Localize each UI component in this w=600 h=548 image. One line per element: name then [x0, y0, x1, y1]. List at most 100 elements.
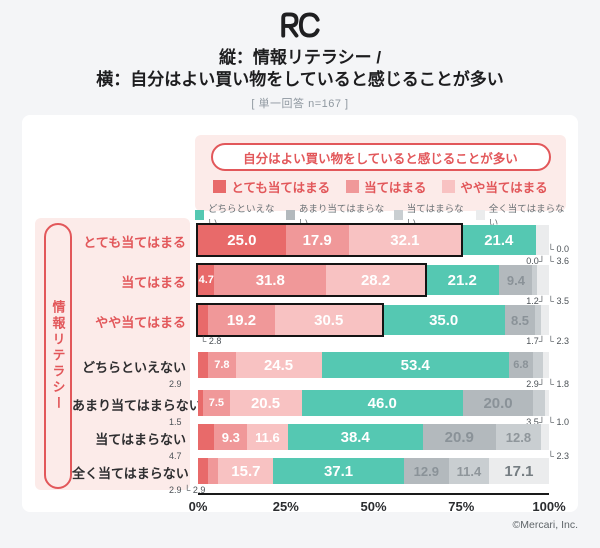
legend-swatch-icon	[346, 180, 360, 193]
title-line1: 縦：情報リテラシー /	[218, 48, 382, 67]
bar-segment: 20.0	[462, 390, 534, 416]
legend-item: 全く当てはまらない	[475, 201, 566, 229]
header: 縦：情報リテラシー / 横：自分はよい買い物をしていると感じることが多い [ 単…	[0, 0, 600, 111]
chart-card: 自分はよい買い物をしていると感じることが多い とても当てはまる 当てはまる やや当て…	[22, 115, 578, 514]
bar-segment: 32.1	[348, 225, 462, 255]
category-label: 当てはまらない	[95, 432, 186, 447]
category-panel: 情報リテラシー	[35, 218, 190, 490]
legend-swatch-icon	[285, 210, 295, 220]
y-axis-group-label: 情報リテラシー	[50, 300, 66, 412]
bar-segment	[533, 390, 546, 416]
bar-segment	[532, 352, 543, 378]
bar-row: 25.0 17.9 32.1 21.4 └ 0.0 0.0┘ └ 3.6	[196, 223, 569, 266]
x-axis-question-pill: 自分はよい買い物をしていると感じることが多い	[210, 143, 551, 171]
x-axis-tick-label: 100%	[532, 499, 566, 514]
legend-panel: 自分はよい買い物をしていると感じることが多い とても当てはまる 当てはまる やや当て…	[195, 135, 566, 229]
bar-segment	[536, 265, 549, 295]
bar-segment: 7.5	[203, 390, 230, 416]
small-value-callout: 4.7	[169, 451, 182, 461]
legend-item: とても当てはまる	[213, 177, 330, 196]
bar-row: 7.5 20.5 46.0 20.0 1.5 3.5┘ └ 1.0	[169, 390, 569, 427]
category-label: 全く当てはまらない	[72, 466, 189, 481]
x-axis-line	[198, 493, 549, 495]
rc-logo-icon	[281, 12, 320, 38]
bar-segment	[545, 390, 549, 416]
copyright: ©Mercari, Inc.	[512, 519, 579, 531]
category-label: あまり当てはまらない	[72, 398, 202, 413]
bar-segment	[198, 390, 204, 416]
small-value-callout: 1.5	[169, 417, 182, 427]
x-axis-tick-label: 75%	[448, 499, 475, 514]
y-axis-group-pill: 情報リテラシー	[44, 223, 72, 489]
category-label: とても当てはまる	[83, 235, 186, 250]
page-title: 縦：情報リテラシー / 横：自分はよい買い物をしていると感じることが多い	[0, 47, 600, 91]
bar-segment: 9.3	[214, 424, 248, 450]
legend-item-label: 当てはまる	[364, 181, 427, 195]
bar-segment	[534, 305, 541, 335]
bar-segment: 35.0	[382, 305, 506, 335]
bar-segment: 30.5	[275, 305, 383, 335]
bar-row: 15.7 37.1 12.9 11.4 17.1 2.9 └ 2.9	[169, 458, 549, 495]
small-value-callout: 1.7┘ └ 2.3	[526, 336, 569, 346]
x-axis-tick-label: 0%	[188, 499, 208, 514]
bar-segment: 9.4	[499, 265, 533, 295]
legend-item-label: 全く当てはまらない	[488, 204, 565, 229]
bar-segment	[540, 305, 549, 335]
sample-size-note: [ 単一回答 n=167 ]	[251, 98, 349, 110]
bar-segment: 37.1	[273, 458, 404, 484]
bar-segment: 46.0	[301, 390, 463, 416]
legend-item: やや当てはまる	[442, 177, 548, 196]
bar-segment: 17.9	[285, 225, 349, 255]
bar-segment	[542, 352, 550, 378]
small-value-callout: 1.2┘ └ 3.5	[526, 296, 569, 306]
bar-segment: 11.4	[448, 458, 489, 484]
bar-segment: 4.7	[198, 265, 215, 295]
bar-segment: 11.6	[247, 424, 288, 450]
bar-segment: 17.1	[488, 458, 549, 484]
legend-swatch-icon	[442, 180, 456, 193]
legend-swatch-icon	[213, 180, 227, 193]
bar-segment: 12.8	[495, 424, 541, 450]
small-value-callout: 0.0┘ └ 3.6	[526, 256, 569, 266]
bar-segment: 28.2	[326, 265, 426, 295]
category-label: 当てはまる	[121, 275, 186, 290]
bar-segment	[532, 265, 537, 295]
bar-row: 9.3 11.6 38.4 20.9 12.8 4.7 └ 2.3	[169, 424, 569, 461]
bar-segment	[198, 305, 208, 335]
legend-item-label: やや当てはまる	[460, 181, 548, 195]
bar-segment: 24.5	[235, 352, 322, 378]
bar-segment: 6.8	[508, 352, 533, 378]
x-axis-tick-label: 25%	[272, 499, 299, 514]
bar-segment: 25.0	[198, 225, 286, 255]
bar-segment: 8.5	[505, 305, 535, 335]
bar-segment: 20.5	[229, 390, 302, 416]
bar-segment: 20.9	[422, 424, 496, 450]
bar-segment	[198, 458, 209, 484]
bar-segment	[198, 352, 209, 378]
bar-segment	[536, 225, 549, 255]
bar-row: 19.2 30.5 35.0 8.5 └ 2.8 1.7┘ └ 2.3	[196, 303, 569, 346]
legend-swatch-icon	[195, 210, 205, 220]
bar-segment: 21.4	[461, 225, 537, 255]
bar-row: 7.8 24.5 53.4 6.8 2.9 2.9┘ └ 1.8	[169, 352, 569, 389]
bar-segment: 38.4	[287, 424, 423, 450]
legend-swatch-icon	[475, 210, 485, 220]
bar-segment	[208, 458, 219, 484]
small-value-callout: 2.9	[169, 379, 182, 389]
bar-segment: 53.4	[321, 352, 509, 378]
bar-row: 4.7 31.8 28.2 21.2 9.4 1.2┘ └ 3.5	[196, 263, 569, 306]
bar-segment	[198, 424, 215, 450]
legend-item: 当てはまる	[346, 177, 426, 196]
small-value-callout: └ 2.8	[200, 336, 222, 346]
bar-segment	[540, 424, 549, 450]
bar-segment: 15.7	[218, 458, 274, 484]
bar-segment: 21.2	[425, 265, 500, 295]
small-value-callout: 3.5┘ └ 1.0	[526, 417, 569, 427]
small-value-callout: 2.9 └ 2.9	[169, 485, 206, 495]
bar-segment: 31.8	[214, 265, 327, 295]
legend-item-label: とても当てはまる	[231, 181, 331, 195]
legend-row-agree: とても当てはまる 当てはまる やや当てはまる	[195, 177, 566, 196]
bar-segment: 7.8	[208, 352, 236, 378]
title-line2: 横：自分はよい買い物をしていると感じることが多い	[96, 70, 504, 89]
bar-segment: 19.2	[207, 305, 276, 335]
